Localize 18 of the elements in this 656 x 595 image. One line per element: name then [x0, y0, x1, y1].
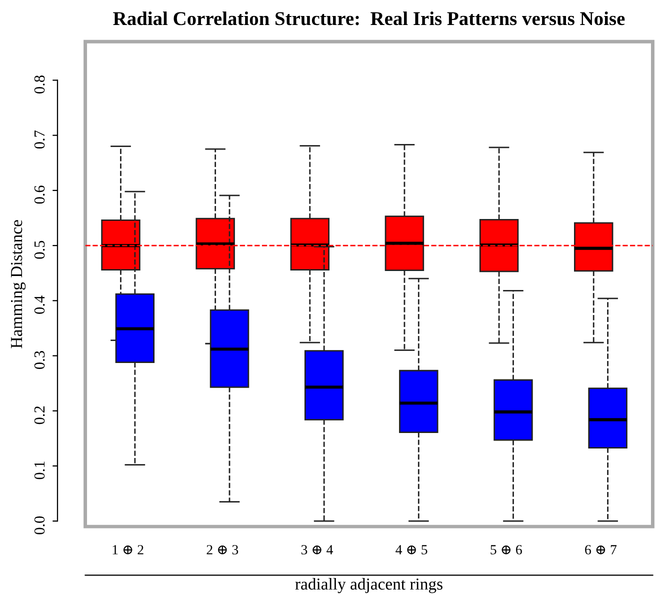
x-tick-label: 4 ⊕ 5 [396, 545, 428, 554]
y-tick-label: 0.7 [34, 130, 45, 149]
y-tick-label: 0.6 [34, 186, 45, 204]
y-tick-label: 0.5 [34, 240, 45, 259]
y-tick-label: 0.0 [34, 516, 45, 534]
y-tick-label: 0.1 [34, 462, 45, 480]
x-axis-title: radially adjacent rings [295, 578, 442, 594]
x-tick-label: 1 ⊕ 2 [112, 545, 144, 554]
x-tick-label: 6 ⊕ 7 [585, 545, 617, 554]
chart-title: Radial Correlation Structure: Real Iris Patterns versus Noise [113, 11, 625, 26]
y-tick-label: 0.3 [34, 351, 45, 369]
y-tick-label: 0.4 [34, 296, 45, 314]
y-tick-label: 0.8 [34, 76, 45, 94]
y-tick-label: 0.2 [34, 406, 45, 424]
x-tick-label: 2 ⊕ 3 [206, 545, 238, 554]
x-tick-label: 5 ⊕ 6 [490, 545, 522, 554]
y-axis-title: Hamming Distance [10, 220, 26, 348]
x-tick-label: 3 ⊕ 4 [301, 545, 333, 554]
